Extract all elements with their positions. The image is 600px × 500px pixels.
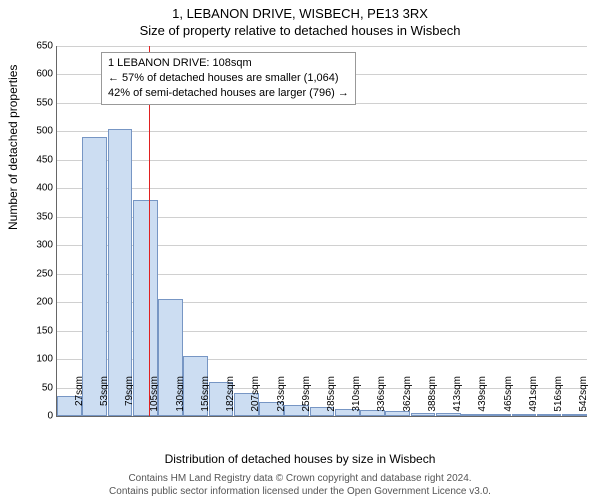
x-tick-label: 542sqm xyxy=(578,376,589,418)
y-tick-label: 350 xyxy=(23,211,53,222)
gridline xyxy=(57,188,587,189)
tooltip-box: 1 LEBANON DRIVE: 108sqm← 57% of detached… xyxy=(101,52,356,105)
x-tick-label: 465sqm xyxy=(503,376,514,418)
gridline xyxy=(57,160,587,161)
tooltip-line: 42% of semi-detached houses are larger (… xyxy=(108,86,349,101)
y-tick-label: 400 xyxy=(23,183,53,194)
chart-plot-area: 0501001502002503003504004505005506006502… xyxy=(56,46,587,417)
x-tick-label: 413sqm xyxy=(452,376,463,418)
y-tick-label: 0 xyxy=(23,411,53,422)
chart-title-sub: Size of property relative to detached ho… xyxy=(0,21,600,38)
tooltip-line: ← 57% of detached houses are smaller (1,… xyxy=(108,71,349,86)
x-tick-label: 491sqm xyxy=(528,376,539,418)
y-tick-label: 500 xyxy=(23,126,53,137)
y-tick-label: 100 xyxy=(23,354,53,365)
y-tick-label: 200 xyxy=(23,297,53,308)
y-tick-label: 150 xyxy=(23,325,53,336)
y-tick-label: 550 xyxy=(23,97,53,108)
y-tick-label: 600 xyxy=(23,69,53,80)
tooltip-line: 1 LEBANON DRIVE: 108sqm xyxy=(108,56,349,71)
gridline xyxy=(57,131,587,132)
x-axis-label: Distribution of detached houses by size … xyxy=(0,452,600,466)
y-axis-label: Number of detached properties xyxy=(6,65,20,230)
x-tick-label: 388sqm xyxy=(427,376,438,418)
histogram-bar xyxy=(108,129,133,416)
chart-title-main: 1, LEBANON DRIVE, WISBECH, PE13 3RX xyxy=(0,0,600,21)
footer-line-2: Contains public sector information licen… xyxy=(0,486,600,499)
x-tick-label: 362sqm xyxy=(402,376,413,418)
y-tick-label: 300 xyxy=(23,240,53,251)
x-tick-label: 516sqm xyxy=(553,376,564,418)
y-tick-label: 50 xyxy=(23,382,53,393)
y-tick-label: 450 xyxy=(23,154,53,165)
footer-line-1: Contains HM Land Registry data © Crown c… xyxy=(0,473,600,486)
gridline xyxy=(57,46,587,47)
y-tick-label: 650 xyxy=(23,41,53,52)
histogram-bar xyxy=(82,137,107,416)
x-tick-label: 439sqm xyxy=(477,376,488,418)
y-tick-label: 250 xyxy=(23,268,53,279)
footer-attribution: Contains HM Land Registry data © Crown c… xyxy=(0,473,600,498)
